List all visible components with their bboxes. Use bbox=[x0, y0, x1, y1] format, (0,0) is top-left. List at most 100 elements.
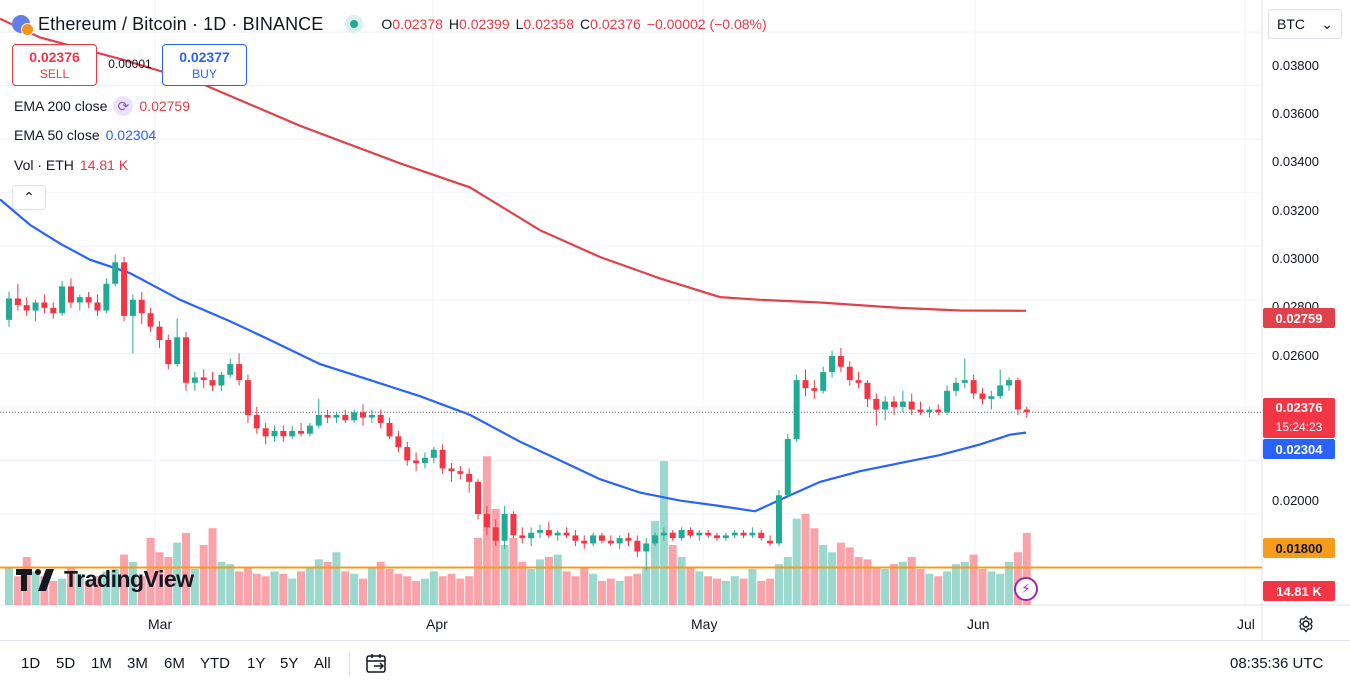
candle-body bbox=[191, 377, 198, 383]
indicator-ema50[interactable]: EMA 50 close 0.02304 bbox=[14, 127, 156, 143]
volume-bar bbox=[58, 578, 67, 605]
candle-body bbox=[510, 513, 517, 536]
change-value: −0.00002 (−0.08%) bbox=[646, 16, 767, 32]
range-5y-button[interactable]: 5Y bbox=[280, 655, 299, 672]
candle-body bbox=[537, 530, 543, 533]
candle-body bbox=[333, 414, 340, 418]
volume-bar bbox=[376, 561, 385, 605]
volume-bar bbox=[66, 566, 75, 605]
currency-select[interactable]: BTC ⌄ bbox=[1268, 9, 1342, 39]
price-chart[interactable] bbox=[0, 0, 1350, 640]
indicator-volume[interactable]: Vol · ETH 14.81 K bbox=[14, 157, 128, 173]
range-1m-button[interactable]: 1M bbox=[91, 655, 112, 672]
symbol-title[interactable]: Ethereum / Bitcoin · 1D · BINANCE bbox=[38, 13, 324, 34]
candle-body bbox=[85, 297, 92, 303]
clock-utc[interactable]: 08:35:36 UTC bbox=[1230, 655, 1324, 672]
price-tick: 0.03800 bbox=[1272, 58, 1319, 73]
volume-bar bbox=[226, 564, 235, 605]
range-5d-button[interactable]: 5D bbox=[56, 655, 76, 672]
candle-body bbox=[740, 532, 747, 536]
market-open-icon[interactable] bbox=[345, 15, 364, 33]
volume-bar bbox=[465, 576, 474, 605]
indicator-ema200[interactable]: EMA 200 close ⟳ 0.02759 bbox=[14, 96, 190, 116]
volume-bar bbox=[252, 573, 261, 605]
candle-body bbox=[32, 302, 39, 311]
candle-body bbox=[14, 298, 21, 306]
volume-bar bbox=[960, 561, 969, 605]
candle-body bbox=[607, 540, 614, 544]
range-1y-button[interactable]: 1Y bbox=[247, 655, 266, 672]
volume-bar bbox=[527, 569, 536, 605]
volume-bar bbox=[1005, 561, 1014, 605]
tradingview-logo[interactable]: TradingView bbox=[16, 566, 194, 593]
candle-body bbox=[421, 457, 428, 464]
range-3m-button[interactable]: 3M bbox=[127, 655, 148, 672]
candle-body bbox=[253, 414, 260, 429]
candle-body bbox=[6, 298, 12, 320]
close-value: 0.02376 bbox=[590, 16, 641, 32]
last-price: 0.02376 bbox=[1275, 400, 1323, 415]
volume-bar bbox=[845, 547, 854, 605]
candle-body bbox=[926, 409, 933, 413]
candle-body bbox=[94, 302, 101, 311]
candle-body bbox=[1006, 380, 1013, 386]
candle-body bbox=[961, 380, 968, 383]
volume-bar bbox=[606, 578, 615, 605]
candle-body bbox=[218, 374, 225, 386]
sell-price: 0.02376 bbox=[29, 49, 80, 65]
volume-bar bbox=[783, 557, 792, 605]
candle-body bbox=[413, 460, 420, 464]
symbol-icon bbox=[12, 15, 34, 36]
collapse-legend-button[interactable]: ⌃ bbox=[12, 185, 46, 210]
volume-bar bbox=[633, 573, 642, 605]
candle-body bbox=[988, 396, 995, 399]
volume-bar bbox=[536, 559, 544, 605]
volume-bar bbox=[969, 554, 978, 605]
range-all-button[interactable]: All bbox=[314, 655, 331, 672]
volume-bar bbox=[589, 573, 598, 605]
buy-button[interactable]: 0.02377 BUY bbox=[162, 44, 247, 86]
settings-icon[interactable] bbox=[1296, 614, 1316, 634]
volume-bar bbox=[704, 576, 713, 605]
candle-body bbox=[908, 401, 915, 410]
volume-bar bbox=[146, 537, 155, 605]
volume-bar bbox=[235, 571, 244, 605]
time-label: Apr bbox=[426, 616, 448, 632]
candle-body bbox=[262, 428, 269, 437]
candle-body bbox=[855, 380, 862, 383]
candle-body bbox=[183, 337, 189, 383]
range-1d-button[interactable]: 1D bbox=[21, 655, 41, 672]
sell-label: SELL bbox=[39, 67, 70, 81]
time-label: May bbox=[691, 616, 718, 632]
candle-body bbox=[156, 326, 163, 340]
candle-body bbox=[377, 414, 384, 423]
refresh-icon[interactable]: ⟳ bbox=[113, 96, 134, 116]
volume-bar bbox=[412, 581, 421, 605]
candle-body bbox=[625, 538, 632, 541]
volume-bar bbox=[978, 569, 987, 605]
candle-body bbox=[696, 532, 703, 536]
volume-bar bbox=[730, 576, 739, 605]
volume-bar bbox=[13, 576, 22, 605]
lightning-icon[interactable]: ⚡ bbox=[1014, 577, 1038, 601]
volume-bar bbox=[562, 571, 571, 605]
volume-bar bbox=[987, 571, 996, 605]
candle-body bbox=[864, 382, 871, 399]
calendar-goto-icon[interactable] bbox=[364, 652, 390, 676]
volume-bar bbox=[863, 559, 872, 605]
candle-body bbox=[271, 430, 278, 437]
candle-body bbox=[598, 535, 605, 541]
range-ytd-button[interactable]: YTD bbox=[200, 655, 230, 672]
volume-bar bbox=[668, 545, 677, 605]
range-6m-button[interactable]: 6M bbox=[164, 655, 185, 672]
volume-bar bbox=[925, 573, 934, 605]
sell-button[interactable]: 0.02376 SELL bbox=[12, 44, 97, 86]
volume-bar bbox=[898, 561, 907, 605]
candle-body bbox=[952, 382, 959, 391]
candle-body bbox=[351, 412, 358, 421]
volume-bar bbox=[164, 557, 173, 605]
candle-body bbox=[368, 414, 375, 418]
candle-body bbox=[749, 532, 756, 536]
candle-body bbox=[342, 414, 349, 421]
